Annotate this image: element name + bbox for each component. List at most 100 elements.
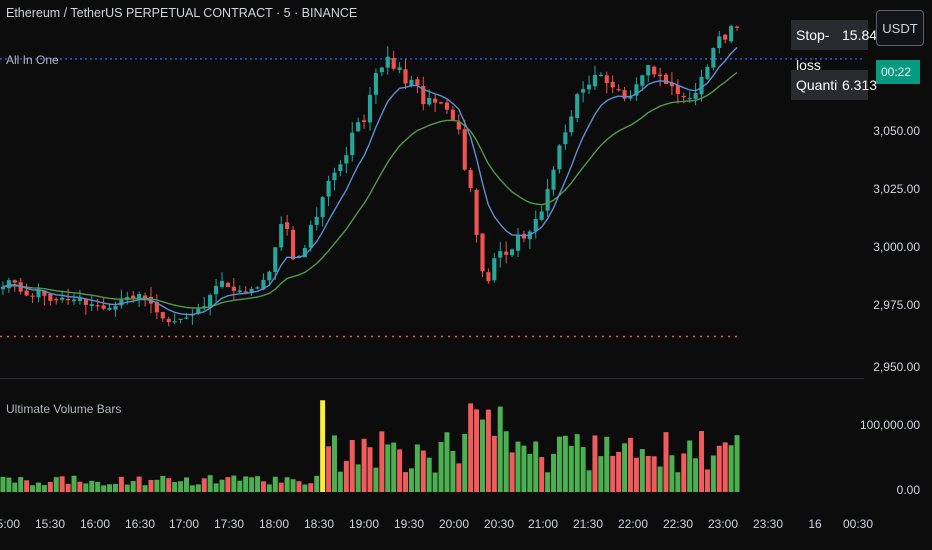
candle-body bbox=[729, 25, 734, 42]
candle-body bbox=[569, 116, 574, 133]
volume-bar bbox=[142, 485, 148, 492]
volume-bar bbox=[622, 443, 628, 492]
candle-body bbox=[77, 298, 82, 301]
time-axis-label: 22:00 bbox=[617, 517, 649, 531]
volume-bar bbox=[633, 457, 639, 492]
volume-bar bbox=[101, 485, 107, 492]
candle-body bbox=[480, 233, 485, 272]
candle-body bbox=[166, 318, 171, 323]
symbol-title[interactable]: Ethereum / TetherUS PERPETUAL CONTRACT ·… bbox=[6, 6, 358, 20]
candle-body bbox=[243, 291, 248, 293]
indicator-label-main[interactable]: All In One bbox=[6, 53, 59, 67]
candle-body bbox=[60, 297, 65, 300]
candle-body bbox=[231, 286, 236, 291]
volume-bar bbox=[509, 452, 515, 492]
volume-bar bbox=[189, 485, 195, 492]
volume-bar bbox=[12, 482, 18, 492]
volume-bar bbox=[331, 435, 337, 492]
candle-body bbox=[202, 306, 207, 308]
volume-bar bbox=[201, 478, 207, 492]
candle-body bbox=[450, 109, 455, 121]
volume-bar bbox=[124, 484, 130, 492]
volume-bar bbox=[515, 441, 521, 492]
volume-bar bbox=[474, 409, 480, 492]
candle-body bbox=[385, 56, 390, 68]
volume-bar bbox=[95, 481, 101, 492]
candle-body bbox=[486, 272, 491, 282]
candle-body bbox=[586, 84, 592, 90]
volume-bar bbox=[296, 481, 302, 492]
candle-body bbox=[575, 94, 580, 119]
candle-body bbox=[433, 98, 438, 103]
volume-bar bbox=[728, 445, 734, 492]
candle-body bbox=[462, 129, 467, 170]
volume-bar bbox=[414, 444, 420, 492]
candle-body bbox=[89, 304, 94, 307]
volume-bar bbox=[556, 436, 562, 492]
volume-bar bbox=[71, 475, 77, 492]
volume-bar bbox=[255, 476, 261, 492]
volume-bar bbox=[687, 440, 693, 492]
volume-bar bbox=[118, 476, 124, 492]
volume-bar bbox=[657, 466, 663, 492]
volume-bar bbox=[545, 472, 551, 492]
currency-unit-button[interactable]: USDT bbox=[876, 10, 924, 46]
time-axis-label: 20:00 bbox=[438, 517, 470, 531]
candle-body bbox=[356, 122, 361, 132]
candle-body bbox=[699, 76, 704, 95]
candle-body bbox=[717, 36, 722, 49]
candle-body bbox=[184, 317, 189, 319]
volume-bar bbox=[0, 476, 6, 492]
time-axis-label: 18:30 bbox=[303, 517, 335, 531]
candle-body bbox=[95, 305, 100, 307]
candle-body bbox=[178, 318, 183, 320]
volume-bar bbox=[651, 456, 657, 492]
volume-bar bbox=[598, 456, 604, 492]
volume-bar bbox=[408, 468, 414, 492]
volume-bar bbox=[367, 447, 373, 492]
candle-body bbox=[71, 299, 77, 302]
volume-bar bbox=[722, 442, 728, 492]
volume-bar bbox=[663, 432, 669, 492]
volume-bar bbox=[249, 477, 255, 492]
candle-body bbox=[154, 302, 159, 313]
candle-body bbox=[6, 280, 11, 289]
candle-body bbox=[598, 74, 603, 77]
volume-bar bbox=[237, 480, 243, 492]
stop-loss-label: Stop-loss bbox=[791, 20, 838, 73]
volume-bar bbox=[65, 483, 71, 492]
volume-bar bbox=[385, 444, 391, 492]
price-axis-label: 3,000.00 bbox=[873, 240, 920, 254]
bar-countdown-badge: 00:22 bbox=[876, 60, 920, 84]
candle-body bbox=[427, 97, 432, 105]
candle-body bbox=[652, 66, 657, 75]
candle-body bbox=[592, 75, 598, 87]
volume-bar bbox=[260, 481, 266, 492]
volume-axis-label: 0.00 bbox=[896, 483, 920, 497]
candle-body bbox=[137, 294, 142, 300]
indicator-label-volume[interactable]: Ultimate Volume Bars bbox=[6, 402, 122, 416]
volume-bar bbox=[373, 467, 379, 492]
volume-bar bbox=[166, 478, 172, 492]
time-axis-label: 19:00 bbox=[348, 517, 380, 531]
slow-moving-average-line bbox=[2, 71, 738, 309]
candle-body bbox=[409, 79, 414, 86]
pane-separator[interactable] bbox=[0, 378, 864, 379]
volume-bar bbox=[391, 442, 397, 492]
volume-bar bbox=[183, 477, 189, 492]
volume-bar bbox=[337, 471, 343, 492]
candle-body bbox=[326, 180, 331, 197]
time-axis-label: 17:00 bbox=[168, 517, 200, 531]
volume-bar bbox=[290, 479, 296, 492]
volume-bar bbox=[47, 481, 53, 492]
candle-body bbox=[403, 69, 408, 84]
candle-body bbox=[474, 189, 479, 235]
volume-bar bbox=[403, 472, 409, 492]
candle-body bbox=[723, 34, 728, 40]
volume-bar bbox=[379, 431, 385, 492]
candle-body bbox=[54, 299, 59, 301]
volume-bar bbox=[438, 441, 444, 492]
candle-body bbox=[658, 74, 663, 77]
